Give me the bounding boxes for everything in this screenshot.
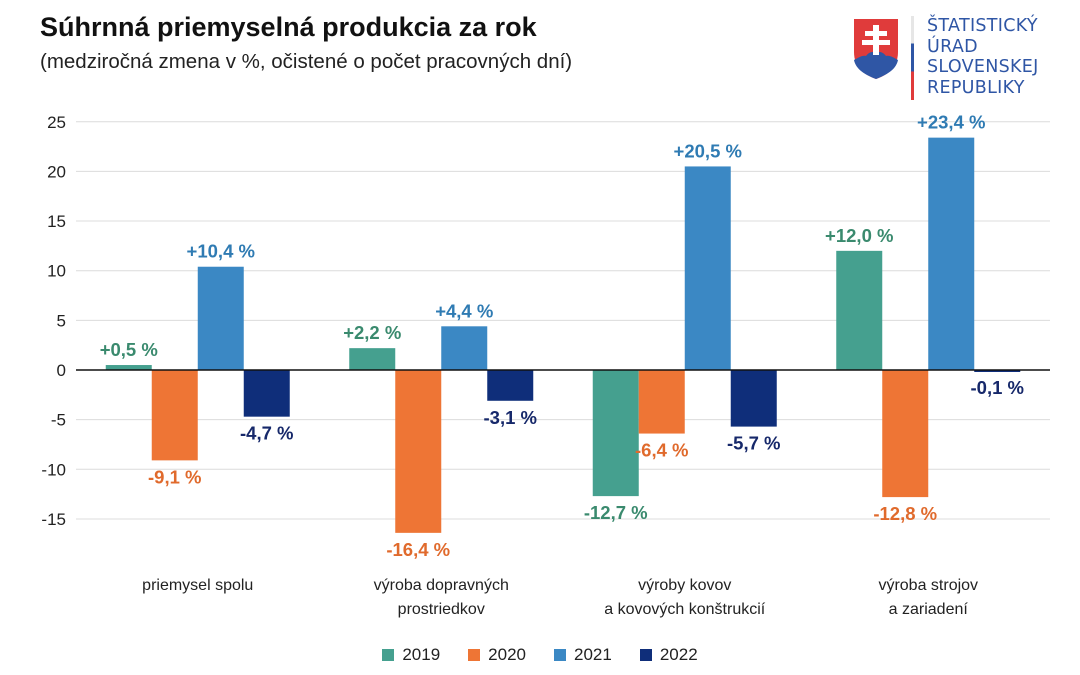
chart-legend: 2019 2020 2021 2022 [0,645,1080,665]
bar-2022 [243,370,290,417]
bar-chart: 25 20 15 10 5 0 -5 -10 -15 +0,5 % +2,2 % -12,7 % +12… [41,112,1050,618]
data-label-2020: -6,4 % [635,440,688,461]
data-label-2022: -5,7 % [727,433,780,454]
legend-label: 2021 [574,645,612,664]
legend-label: 2020 [488,645,526,664]
bar-2020 [882,370,929,498]
bar-2019 [836,250,883,370]
bar-2022 [974,370,1021,372]
data-label-2022: -0,1 % [971,377,1024,398]
legend-item-2019: 2019 [382,645,440,665]
slovak-coat-of-arms-icon [854,19,898,79]
legend-item-2020: 2020 [468,645,526,665]
bar-2021 [441,326,488,370]
legend-label: 2019 [402,645,441,664]
data-label-2021: +10,4 % [187,241,255,262]
bar-2021 [684,166,731,370]
data-label-2021: +23,4 % [917,112,985,133]
data-label-2019: +12,0 % [825,225,893,246]
data-label-2020: -16,4 % [386,539,450,560]
data-label-2019: +0,5 % [100,339,158,360]
bar-2020 [638,370,685,434]
data-label-2022: -4,7 % [240,423,293,444]
chart-title: Súhrnná priemyselná produkcia za rok [40,12,537,42]
category-label: prostriedkov [398,601,485,618]
statistical-office-logo: ŠTATISTICKÝ ÚRAD SLOVENSKEJ REPUBLIKY [853,16,1063,106]
bar-2022 [730,370,777,427]
logo-line: ŠTATISTICKÝ [927,16,1038,36]
category-label: a kovových konštrukcií [604,601,766,618]
y-tick-label: 5 [57,311,66,330]
logo-line: ÚRAD [927,36,978,57]
logo-line: REPUBLIKY [927,77,1025,98]
bar-2020 [395,370,442,533]
data-label-2019: +2,2 % [343,322,401,343]
bar-2020 [151,370,198,461]
y-tick-label: -10 [41,460,66,479]
bar-2019 [105,365,152,370]
legend-item-2021: 2021 [554,645,612,665]
y-tick-label: 25 [47,113,66,132]
legend-swatch [382,649,395,661]
legend-swatch [554,649,566,661]
category-label: a zariadení [889,601,969,618]
bar-2021 [928,137,975,370]
data-label-2020: -9,1 % [148,466,201,487]
category-label: priemysel spolu [142,577,253,594]
legend-swatch [639,649,652,661]
bar-2019 [592,370,639,497]
bar-2019 [349,348,396,370]
logo-divider [911,16,914,100]
legend-item-2022: 2022 [639,645,698,665]
legend-swatch [468,649,481,661]
category-label: výroba dopravných [374,577,509,594]
bar-2021 [197,266,244,370]
data-label-2020: -12,8 % [873,503,937,524]
data-label-2021: +20,5 % [674,140,742,161]
chart-subtitle: (medziročná zmena v %, očistené o počet … [40,50,573,73]
logo-text: ŠTATISTICKÝ ÚRAD SLOVENSKEJ REPUBLIKY [927,16,1039,98]
y-tick-label: 20 [47,162,66,181]
data-label-2022: -3,1 % [484,407,537,428]
legend-label: 2022 [659,645,698,664]
y-tick-label: -5 [51,411,66,430]
bar-2022 [487,370,534,401]
category-label: výroby kovov [638,577,731,594]
category-label: výroba strojov [878,577,978,594]
y-tick-label: -15 [41,510,66,529]
logo-line: SLOVENSKEJ [927,57,1039,77]
data-label-2021: +4,4 % [435,300,493,321]
y-tick-label: 10 [47,262,66,281]
data-label-2019: -12,7 % [584,502,648,523]
y-tick-label: 15 [47,212,66,231]
y-tick-label: 0 [57,361,66,380]
